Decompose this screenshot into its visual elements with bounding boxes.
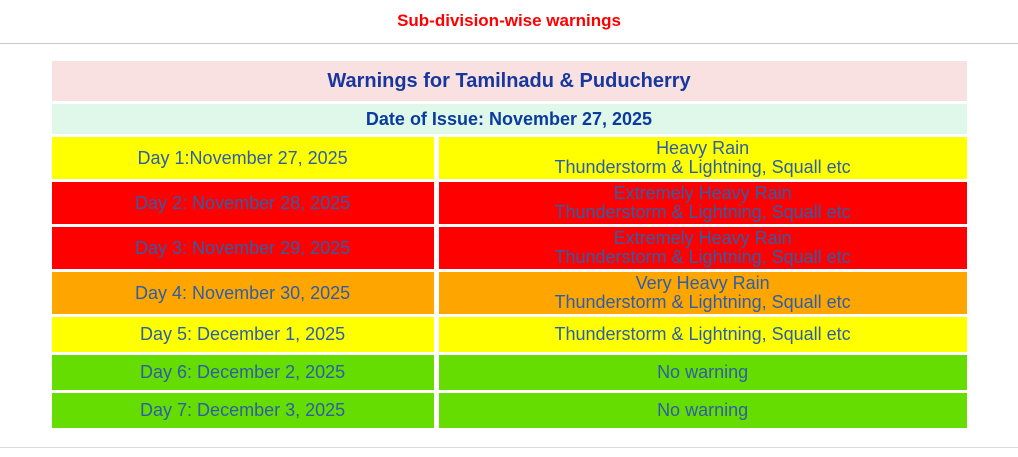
- warning-cell: Heavy Rain Thunderstorm & Lightning, Squ…: [438, 137, 967, 179]
- date-of-issue: Date of Issue: November 27, 2025: [51, 104, 967, 134]
- table-title: Warnings for Tamilnadu & Puducherry: [51, 61, 967, 101]
- table-row: Day 4: November 30, 2025 Very Heavy Rain…: [51, 272, 967, 314]
- day-label: Day 5: December 1, 2025: [51, 317, 434, 352]
- warning-line-2: Thunderstorm & Lightning, Squall etc: [554, 292, 851, 312]
- warning-cell: Thunderstorm & Lightning, Squall etc: [438, 317, 967, 352]
- warning-line-1: Thunderstorm & Lightning, Squall etc: [554, 324, 851, 344]
- warning-line-1: No warning: [657, 400, 749, 420]
- day-label: Day 1:November 27, 2025: [51, 137, 434, 179]
- table-row: Day 7: December 3, 2025 No warning: [51, 393, 967, 428]
- warning-line-2: Thunderstorm & Lightning, Squall etc: [554, 247, 851, 267]
- bottom-divider: [0, 447, 1018, 448]
- warning-cell: No warning: [438, 355, 967, 390]
- table-row: Day 5: December 1, 2025 Thunderstorm & L…: [51, 317, 967, 352]
- top-divider: [0, 43, 1018, 44]
- warning-line-1: Very Heavy Rain: [635, 273, 770, 293]
- warnings-table: Warnings for Tamilnadu & Puducherry Date…: [47, 58, 972, 431]
- date-of-issue-row: Date of Issue: November 27, 2025: [51, 104, 967, 134]
- warning-line-1: Extremely Heavy Rain: [613, 183, 792, 203]
- warning-line-1: No warning: [657, 362, 749, 382]
- warning-line-2: Thunderstorm & Lightning, Squall etc: [554, 202, 851, 222]
- table-row: Day 1:November 27, 2025 Heavy Rain Thund…: [51, 137, 967, 179]
- page-title: Sub-division-wise warnings: [397, 11, 621, 30]
- day-label: Day 3: November 29, 2025: [51, 227, 434, 269]
- warning-line-2: Thunderstorm & Lightning, Squall etc: [554, 157, 851, 177]
- table-header-row: Warnings for Tamilnadu & Puducherry: [51, 61, 967, 101]
- warning-cell: Extremely Heavy Rain Thunderstorm & Ligh…: [438, 182, 967, 224]
- day-label: Day 2: November 28, 2025: [51, 182, 434, 224]
- warning-cell: Very Heavy Rain Thunderstorm & Lightning…: [438, 272, 967, 314]
- table-row: Day 3: November 29, 2025 Extremely Heavy…: [51, 227, 967, 269]
- table-row: Day 2: November 28, 2025 Extremely Heavy…: [51, 182, 967, 224]
- day-label: Day 7: December 3, 2025: [51, 393, 434, 428]
- warning-cell: Extremely Heavy Rain Thunderstorm & Ligh…: [438, 227, 967, 269]
- day-label: Day 4: November 30, 2025: [51, 272, 434, 314]
- table-row: Day 6: December 2, 2025 No warning: [51, 355, 967, 390]
- day-label: Day 6: December 2, 2025: [51, 355, 434, 390]
- warning-line-1: Extremely Heavy Rain: [613, 228, 792, 248]
- warning-cell: No warning: [438, 393, 967, 428]
- warning-line-1: Heavy Rain: [656, 138, 750, 158]
